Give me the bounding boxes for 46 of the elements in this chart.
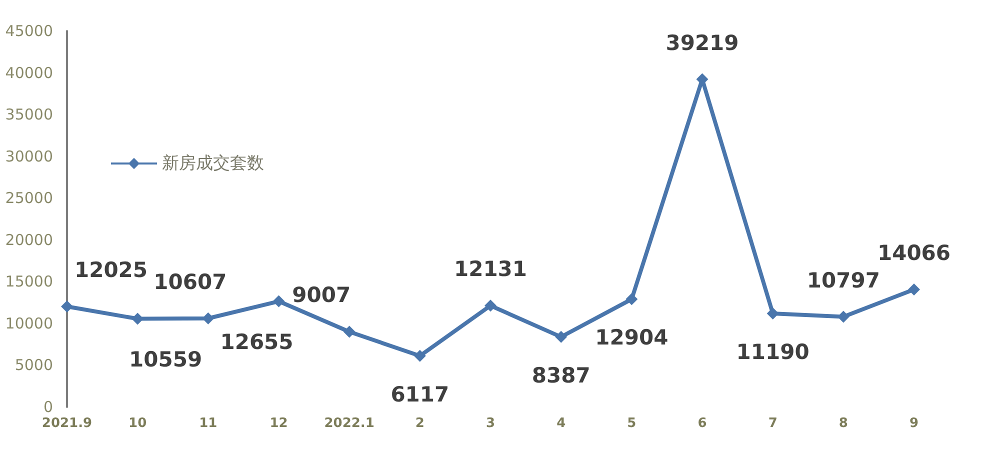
- x-tick-label: 2022.1: [324, 416, 374, 431]
- x-tick-label: 10: [128, 416, 147, 431]
- point: [272, 295, 285, 308]
- point: [414, 350, 426, 362]
- x-tick-label: 3: [486, 416, 496, 431]
- data-label: 39219: [666, 30, 739, 55]
- x-tick-label: 4: [556, 416, 566, 431]
- x-tick-label: 5: [627, 416, 636, 431]
- x-tick-label: 8: [838, 416, 848, 431]
- x-tick-label: 2: [415, 416, 424, 431]
- x-tick-label: 9: [909, 416, 919, 431]
- point: [626, 293, 638, 306]
- y-tick-label: 45000: [5, 22, 53, 40]
- data-label: 11190: [736, 340, 810, 364]
- y-tick-label: 30000: [5, 147, 53, 166]
- point: [343, 326, 356, 338]
- point: [484, 300, 496, 312]
- x-tick-label: 6: [698, 416, 707, 431]
- data-label: 10797: [806, 268, 880, 292]
- y-tick-label: 35000: [5, 106, 53, 124]
- y-tick-label: 25000: [5, 189, 53, 208]
- y-tick-label: 5000: [14, 356, 53, 374]
- data-label: 10559: [129, 347, 202, 372]
- y-tick-label: 10000: [5, 314, 53, 332]
- y-tick-label: 0: [43, 398, 53, 416]
- x-tick-label: 11: [199, 416, 218, 431]
- x-tick-label: 2021.9: [42, 416, 92, 431]
- data-label: 12655: [220, 330, 294, 354]
- y-tick-label: 20000: [5, 230, 53, 249]
- data-label: 12025: [74, 258, 148, 282]
- data-label: 9007: [292, 283, 351, 308]
- y-tick-label: 40000: [5, 64, 53, 82]
- data-label: 10607: [154, 270, 227, 294]
- point: [61, 300, 73, 313]
- point: [766, 308, 779, 320]
- data-label: 6117: [390, 382, 450, 406]
- point: [908, 283, 920, 296]
- x-tick-label: 7: [768, 416, 778, 431]
- x-tick-label: 12: [270, 416, 288, 431]
- y-tick-label: 15000: [5, 272, 53, 291]
- legend-label: 新房成交套数: [162, 154, 264, 174]
- data-label: 14066: [877, 240, 951, 265]
- data-label: 8387: [532, 363, 590, 388]
- data-label: 12904: [595, 326, 668, 350]
- data-label: 12131: [454, 257, 528, 282]
- point: [555, 330, 568, 343]
